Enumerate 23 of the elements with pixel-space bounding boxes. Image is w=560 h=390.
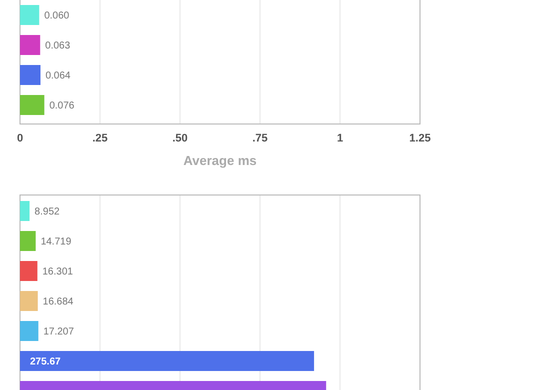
data-label: 0.076 (49, 100, 75, 112)
data-label: 0.060 (44, 10, 70, 22)
data-label: 14.719 (40, 236, 72, 248)
data-label: 17.207 (43, 326, 74, 338)
data-label: 16.301 (42, 266, 74, 278)
x-tick-label: 0 (16, 132, 24, 144)
bar (20, 321, 38, 341)
x-axis-title: Average ms (183, 153, 257, 168)
bar (20, 231, 36, 251)
data-label: 0.064 (45, 70, 71, 82)
data-label: 16.684 (42, 296, 74, 308)
data-label: 8.952 (34, 206, 60, 218)
x-tick-label: 1 (336, 132, 344, 144)
bar (20, 261, 38, 281)
x-tick-label: .75 (252, 132, 268, 144)
x-tick-label: .50 (172, 132, 188, 144)
x-tick-label: .25 (92, 132, 108, 144)
bar (20, 291, 38, 311)
bar (20, 201, 30, 221)
x-tick-label: 1.25 (409, 132, 431, 144)
data-label: 275.67 (30, 356, 62, 368)
bar (20, 351, 314, 371)
data-label: 0.063 (45, 40, 71, 52)
